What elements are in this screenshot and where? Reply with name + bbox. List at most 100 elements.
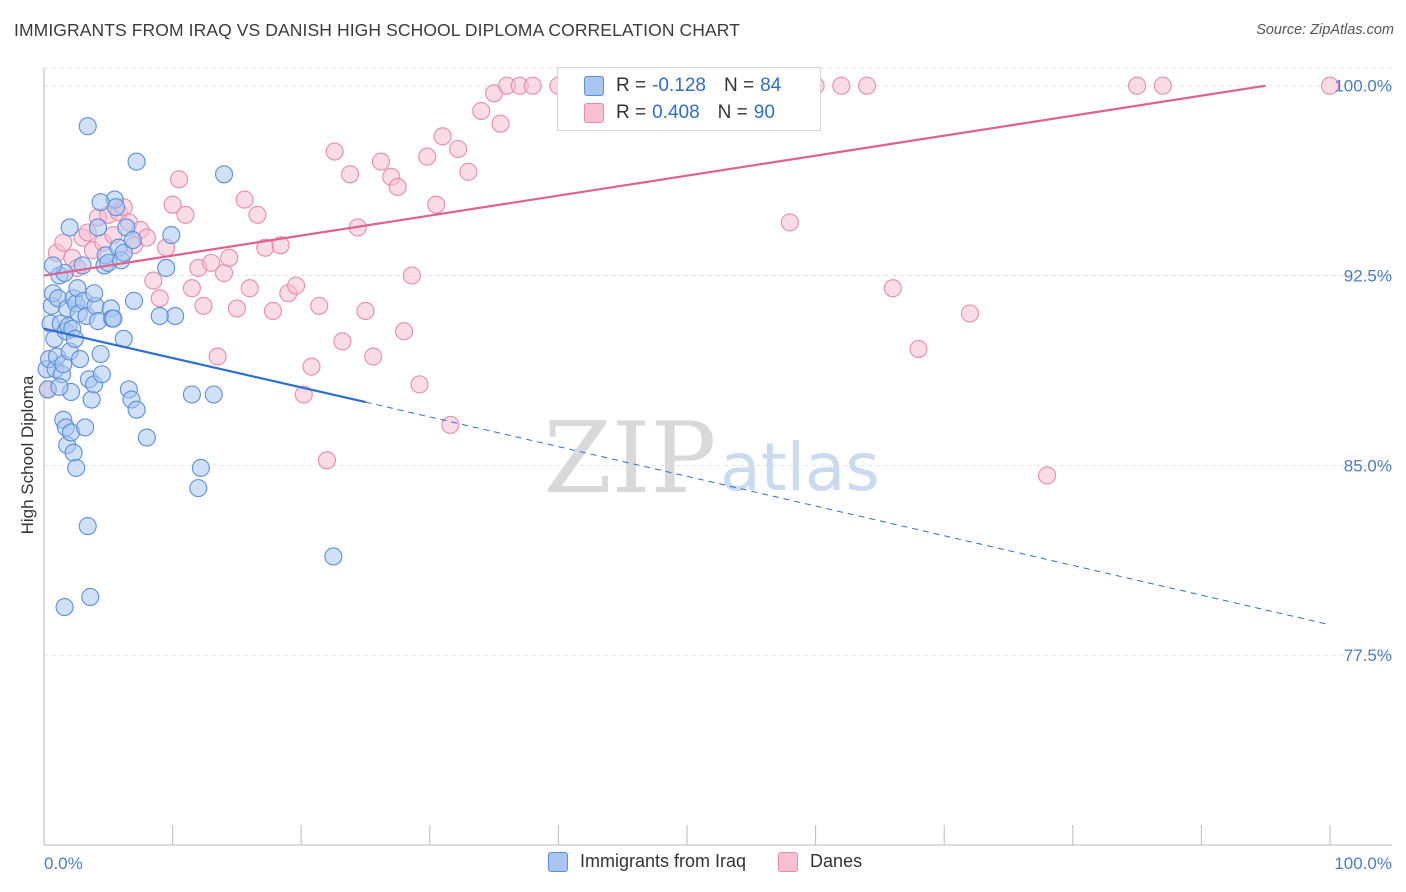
legend-r-value: -0.128 xyxy=(652,75,706,96)
iraq-point xyxy=(43,256,63,275)
trend-lines xyxy=(43,84,1331,626)
danes-point xyxy=(523,76,542,95)
watermark: ZIP atlas xyxy=(544,402,880,516)
danes-point xyxy=(294,385,313,404)
y-tick-label: 100.0% xyxy=(1334,77,1392,96)
danes-point xyxy=(459,162,478,181)
iraq-point xyxy=(70,350,90,369)
danes-point xyxy=(240,279,259,298)
danes-point xyxy=(371,152,390,171)
legend-n-value: 90 xyxy=(753,102,775,123)
tick-labels: 77.5% 85.0% 92.5% 100.0% 0.0% 100.0% xyxy=(44,77,1392,873)
danes-point xyxy=(310,296,329,315)
danes-point xyxy=(235,190,254,209)
legend-n-value: 84 xyxy=(760,75,782,96)
series-label-danes: Danes xyxy=(810,851,863,871)
danes-point xyxy=(441,415,460,434)
iraq-point xyxy=(67,458,86,477)
danes-point xyxy=(883,279,902,298)
iraq-point xyxy=(127,400,146,419)
iraq-point xyxy=(65,329,84,348)
iraq-point xyxy=(150,306,169,326)
danes-point xyxy=(302,357,321,376)
iraq-point xyxy=(124,291,144,310)
danes-trend-line xyxy=(43,84,1266,277)
iraq-point xyxy=(76,418,95,437)
danes-point xyxy=(427,195,446,214)
danes-point xyxy=(418,147,437,166)
iraq-point xyxy=(204,385,223,404)
danes-point xyxy=(227,299,246,318)
y-tick-label: 92.5% xyxy=(1344,267,1392,286)
iraq-point xyxy=(91,193,110,212)
danes-point xyxy=(1320,76,1340,95)
source-credit: Source: ZipAtlas.com xyxy=(1256,22,1394,38)
danes-point xyxy=(169,170,189,189)
danes-point xyxy=(248,205,267,224)
axes xyxy=(43,68,1392,846)
danes-point xyxy=(194,296,213,315)
iraq-point xyxy=(81,587,100,607)
danes-point xyxy=(144,271,163,290)
series-legend: Immigrants from Iraq Danes xyxy=(548,851,894,872)
x-tick-label-end: 100.0% xyxy=(1334,854,1392,873)
danes-point xyxy=(857,76,877,95)
iraq-point xyxy=(324,547,343,566)
legend-r-label: R = xyxy=(616,75,647,96)
danes-point xyxy=(449,139,468,159)
iraq-point xyxy=(64,443,83,462)
iraq-trend-line xyxy=(43,327,366,404)
danes-point xyxy=(54,233,73,252)
iraq-point xyxy=(60,218,79,237)
danes-point xyxy=(909,339,928,358)
danes-point xyxy=(271,236,290,255)
iraq-point xyxy=(106,198,126,217)
legend-row-iraq: R = -0.128 N = 84 xyxy=(584,73,799,99)
legend-swatch-danes xyxy=(584,103,604,123)
series-legend-iraq[interactable]: Immigrants from Iraq xyxy=(548,851,746,872)
series-swatch-iraq xyxy=(548,851,568,872)
danes-point xyxy=(1153,76,1172,95)
iraq-point xyxy=(189,479,208,498)
danes-point xyxy=(208,347,227,366)
iraq-point xyxy=(85,284,104,303)
danes-point xyxy=(1038,466,1057,485)
danes-point xyxy=(333,332,352,351)
iraq-point xyxy=(78,117,97,136)
iraq-point xyxy=(182,385,201,404)
iraq-point xyxy=(92,365,111,384)
danes-point xyxy=(433,127,452,146)
grid-lines xyxy=(44,67,1392,656)
y-tick-label: 85.0% xyxy=(1344,456,1392,475)
danes-point xyxy=(960,304,979,323)
iraq-point xyxy=(127,152,146,171)
iraq-point xyxy=(82,390,101,409)
chart-title: IMMIGRANTS FROM IRAQ VS DANISH HIGH SCHO… xyxy=(14,20,740,40)
y-tick-label: 77.5% xyxy=(1344,646,1392,665)
danes-point xyxy=(388,177,407,197)
iraq-point xyxy=(162,225,181,245)
danes-point xyxy=(176,205,195,224)
series-legend-danes[interactable]: Danes xyxy=(778,851,862,872)
y-axis-label: High School Diploma xyxy=(18,375,37,534)
iraq-point xyxy=(78,517,97,536)
iraq-point xyxy=(157,258,176,277)
danes-point xyxy=(287,276,306,295)
iraq-point xyxy=(91,344,110,364)
danes-point xyxy=(832,76,851,95)
legend-r-label: R = xyxy=(616,102,647,123)
iraq-point xyxy=(104,309,123,328)
watermark-atlas: atlas xyxy=(720,429,880,506)
iraq-points xyxy=(37,117,343,617)
danes-point xyxy=(491,114,510,133)
danes-point xyxy=(364,347,383,366)
danes-point xyxy=(325,142,344,161)
danes-point xyxy=(780,213,799,232)
legend-r-value: 0.408 xyxy=(652,102,700,123)
danes-point xyxy=(150,289,169,308)
danes-point xyxy=(182,279,201,298)
correlation-legend: R = -0.128 N = 84 R = 0.408 N = 90 xyxy=(557,67,821,131)
danes-point xyxy=(472,101,491,121)
legend-n-label: N = xyxy=(717,102,748,123)
